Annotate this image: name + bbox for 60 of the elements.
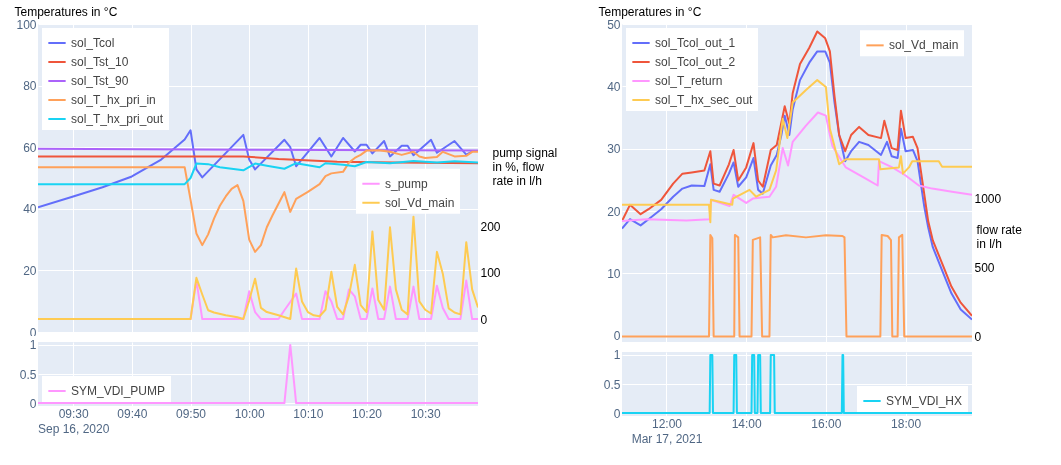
y-tick-label: 20: [23, 263, 37, 278]
x-tick-label: 10:00: [234, 406, 266, 421]
y-tick-label: 20: [607, 204, 621, 219]
y2-tick-label: 0: [480, 312, 488, 327]
legend-label: sol_T_return: [655, 74, 723, 88]
y-tick-label: 0: [613, 406, 621, 421]
x-tick-label: 14:00: [731, 416, 763, 431]
y-tick-label: 50: [607, 17, 621, 32]
legend-label: sol_T_hx_pri_out: [71, 112, 164, 126]
y2-tick-label: 1000: [974, 192, 1002, 207]
line-series: [38, 149, 478, 253]
y-axis-title: Temperatures in °C: [14, 4, 118, 19]
y2-axis-title: pump signal in %, flow rate in l/h: [492, 145, 558, 188]
line-series: [38, 155, 478, 165]
y-tick-label: 0.5: [603, 377, 621, 392]
y2-tick-label: 500: [974, 261, 995, 276]
x-tick-label: 18:00: [891, 416, 922, 431]
legend-label: sol_T_hx_sec_out: [655, 93, 754, 107]
line-series: [622, 233, 972, 338]
y-tick-label: 40: [23, 202, 37, 217]
legend-label: sol_Vd_main: [385, 195, 455, 210]
x-tick-label: 09:30: [58, 406, 90, 421]
y-tick-label: 10: [607, 266, 621, 281]
y-tick-label: 0: [29, 396, 37, 411]
y-tick-label: 0: [29, 325, 37, 340]
legend-label: sol_T_hx_pri_in: [71, 93, 156, 107]
legend-label: SYM_VDI_HX: [886, 394, 963, 408]
y-tick-label: 1: [29, 338, 37, 353]
legend-label: sol_Vd_main: [889, 38, 959, 53]
y2-tick-label: 100: [480, 266, 501, 281]
x-tick-label: 09:40: [117, 406, 148, 421]
y2-tick-label: 200: [480, 219, 501, 234]
y-tick-label: 0.5: [19, 367, 37, 382]
line-series: [622, 111, 972, 223]
y-axis-title: Temperatures in °C: [598, 4, 702, 19]
y2-axis-title: flow rate in l/h: [976, 222, 1023, 251]
text: Mar 17, 2021: [631, 431, 703, 446]
y-tick-label: 60: [23, 140, 37, 155]
y2-tick-label: 0: [974, 329, 982, 344]
legend-label: SYM_VDI_PUMP: [71, 384, 166, 398]
x-tick-label: 10:30: [410, 406, 442, 421]
x-tick-label: 09:50: [176, 406, 207, 421]
legend-label: sol_Tcol_out_1: [655, 36, 736, 50]
legend-label: sol_Tcol_out_2: [655, 55, 736, 69]
x-tick-label: 16:00: [811, 416, 842, 431]
x-tick-label: 10:10: [293, 406, 324, 421]
x-tick-label: 12:00: [651, 416, 683, 431]
y-tick-label: 0: [613, 329, 621, 344]
y-tick-label: 40: [607, 79, 621, 94]
legend-label: sol_Tst_90: [71, 74, 129, 88]
legend-label: sol_Tcol: [71, 36, 115, 50]
text: Sep 16, 2020: [38, 421, 110, 436]
y-tick-label: 80: [23, 79, 37, 94]
y-tick-label: 30: [607, 142, 621, 157]
y-tick-label: 100: [16, 17, 37, 32]
line-series: [38, 215, 478, 321]
legend-label: sol_Tst_10: [71, 55, 129, 69]
legend-label: s_pump: [385, 176, 429, 191]
y-tick-label: 1: [613, 348, 621, 363]
x-tick-label: 10:20: [352, 406, 383, 421]
